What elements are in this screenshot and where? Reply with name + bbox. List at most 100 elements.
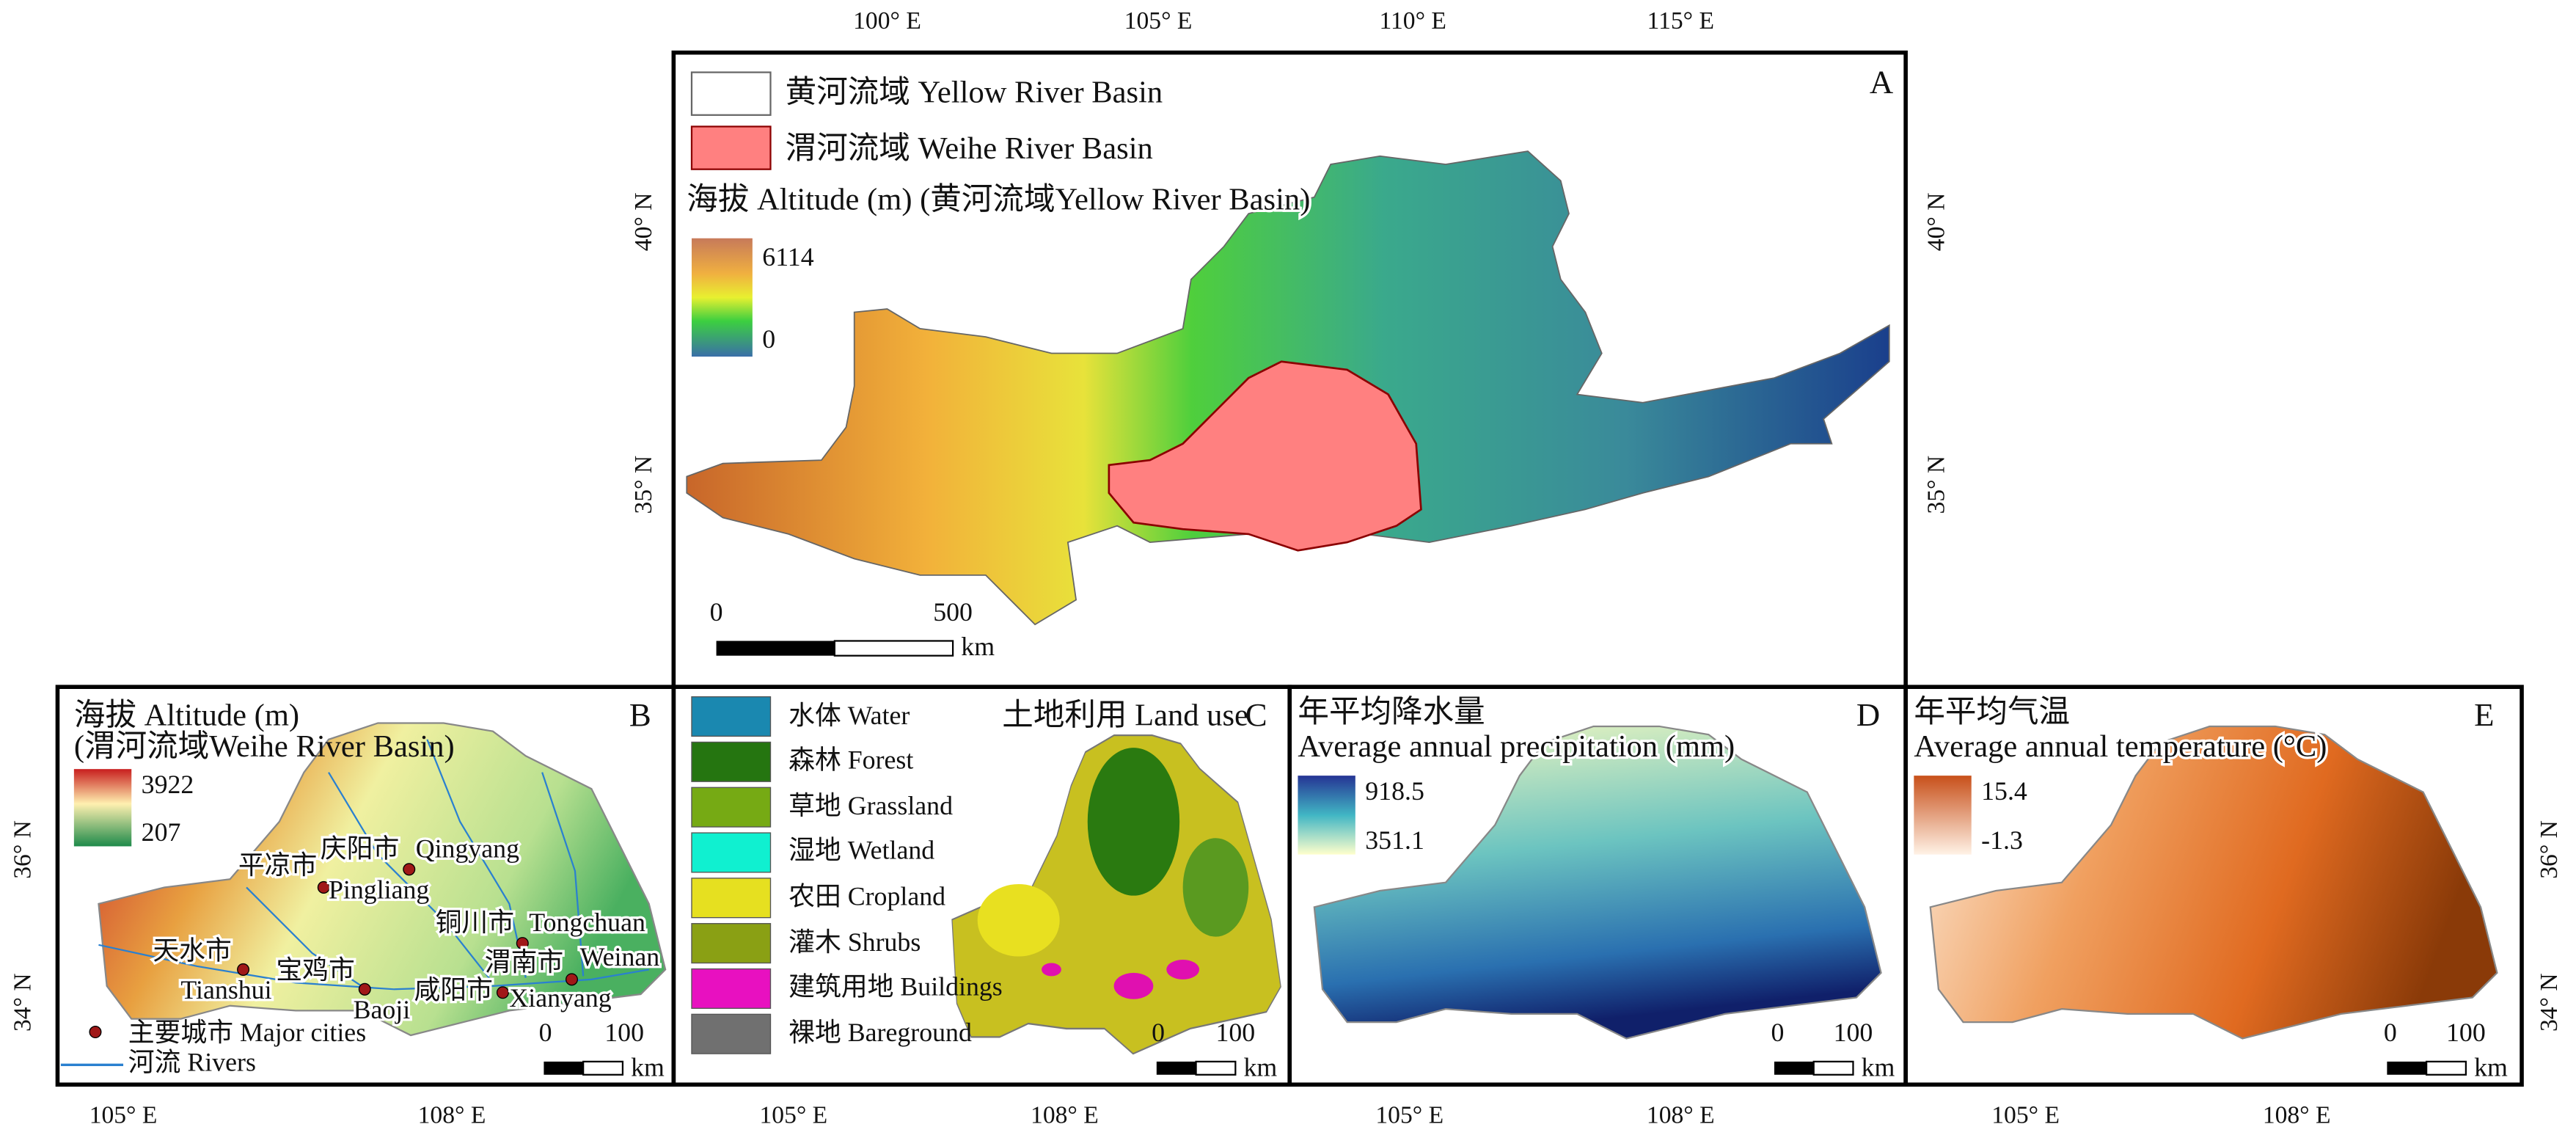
scale-unit: km [1862,1052,1895,1082]
bottom-tick: 108° E [1031,1102,1099,1129]
left-tick: 40° N [630,193,657,252]
scale-end: 500 [933,597,973,627]
map-shape [246,886,362,987]
scale-end: 100 [2446,1018,2486,1047]
legend-label: 农田 Cropland [788,881,945,911]
map-shape [237,963,250,976]
top-tick: 115° E [1647,7,1714,34]
map-shape [1166,959,1200,980]
title: 年平均气温 [1914,695,2070,729]
map-shape [691,923,772,964]
title: Average annual temperature (°C) [1914,729,2327,764]
right-tick: 36° N [2536,820,2563,879]
panel-label: C [1245,696,1267,733]
city-en: Baoji [354,995,411,1024]
right-tick: 34° N [2536,973,2563,1032]
bottom-tick: 105° E [1375,1102,1443,1129]
altitude-title: 海拔 Altitude (m) (黄河流域Yellow River Basin) [687,182,1310,216]
panel-frame [1903,685,2524,1087]
scale-bar [1812,1060,1854,1076]
city-en: Xianyang [509,983,611,1013]
colorbar [73,769,132,847]
scale-unit: km [631,1052,665,1082]
map-shape [691,696,772,737]
scale-unit: km [2474,1052,2508,1082]
top-tick: 100° E [853,7,921,34]
map-shape [541,772,585,977]
bottom-tick: 108° E [418,1102,486,1129]
scale-end: 100 [1834,1018,1873,1047]
city-en: Tianshui [180,975,271,1004]
map-shape [98,944,649,991]
scale-end: 100 [1215,1018,1255,1047]
map-shape [358,982,371,996]
landuse-patches [977,748,1249,999]
top-tick: 110° E [1379,7,1446,34]
scale-bar [1156,1061,1196,1075]
left-tick: 35° N [630,456,657,514]
city-en: Pingliang [329,875,429,904]
map-shape [691,741,772,782]
legend-label: 森林 Forest [788,745,913,774]
colorbar [691,238,753,357]
panel-d: 年平均降水量 Average annual precipitation (mm)… [1287,685,1908,1129]
right-tick: 35° N [1923,456,1950,514]
city-zh: 宝鸡市 [276,955,354,985]
title: 年平均降水量 [1298,695,1485,729]
map-shape [1087,748,1180,896]
panel-label: D [1856,696,1880,733]
map-shape [691,832,772,873]
city-zh: 庆阳市 [321,834,399,863]
left-tick: 36° N [9,820,36,879]
city-zh: 铜川市 [436,908,514,937]
city-zh: 渭南市 [485,947,563,977]
legend-swatch [690,71,772,116]
colorbar [1298,776,1355,855]
precipitation-map [1313,725,1882,1040]
legend-label: 水体 Water [788,701,910,730]
city-zh: 天水市 [153,935,231,965]
scale-start: 0 [1152,1018,1165,1047]
map-shape [691,968,772,1009]
left-tick: 34° N [9,973,36,1032]
title: 土地利用 Land use [1002,699,1248,733]
scale-bar [716,641,835,656]
legend-dot [89,1026,102,1039]
legend-label: 裸地 Bareground [788,1018,972,1047]
legend-label: 黄河流域 Yellow River Basin [786,76,1163,110]
legend-label: 湿地 Wetland [788,836,934,865]
colorbar-max: 918.5 [1365,776,1424,806]
colorbar-min: -1.3 [1981,825,2023,855]
map-shape [691,878,772,919]
map-shape [691,787,772,828]
scale-unit: km [961,632,995,661]
scale-bar [2426,1060,2467,1076]
scale-bar [1774,1061,1814,1075]
scale-start: 0 [2384,1018,2397,1047]
panel-b: 海拔 Altitude (m) (渭河流域Weihe River Basin) … [9,685,676,1129]
legend-label: 渭河流域 Weihe River Basin [786,131,1153,166]
right-tick: 40° N [1923,193,1950,252]
legend-swatches [691,696,772,1054]
map-shape [516,937,529,950]
bottom-tick: 105° E [89,1102,158,1129]
panel-a: A 100° E 105° E 110° E 115° E 40° N 35° … [630,7,1950,689]
legend-label: 灌木 Shrubs [788,927,921,957]
map-shape [977,883,1060,957]
colorbar-min: 207 [142,817,181,847]
legend-label: 建筑用地 Buildings [788,972,1003,1002]
bottom-tick: 105° E [1991,1102,2060,1129]
city-dots [237,863,578,999]
title: 海拔 Altitude (m) [74,699,299,733]
map-shape [403,863,416,876]
map-shape [691,1013,772,1054]
weihe-river-basin [1108,360,1422,552]
map-shape [565,973,578,986]
legend-swatch [690,125,772,170]
colorbar-min: 351.1 [1365,825,1424,855]
legend-label: 草地 Grassland [788,791,953,820]
scale-end: 100 [604,1018,644,1047]
colorbar-max: 3922 [142,770,194,799]
